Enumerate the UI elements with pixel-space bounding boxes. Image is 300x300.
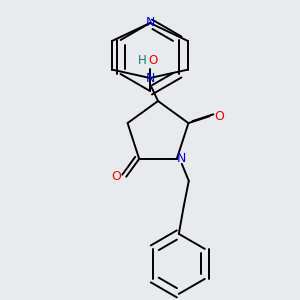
- Text: N: N: [177, 152, 187, 165]
- Text: O: O: [148, 55, 158, 68]
- Text: N: N: [145, 71, 155, 85]
- Text: H: H: [138, 55, 146, 68]
- Text: N: N: [145, 16, 155, 29]
- Text: O: O: [111, 170, 121, 183]
- Text: O: O: [214, 110, 224, 123]
